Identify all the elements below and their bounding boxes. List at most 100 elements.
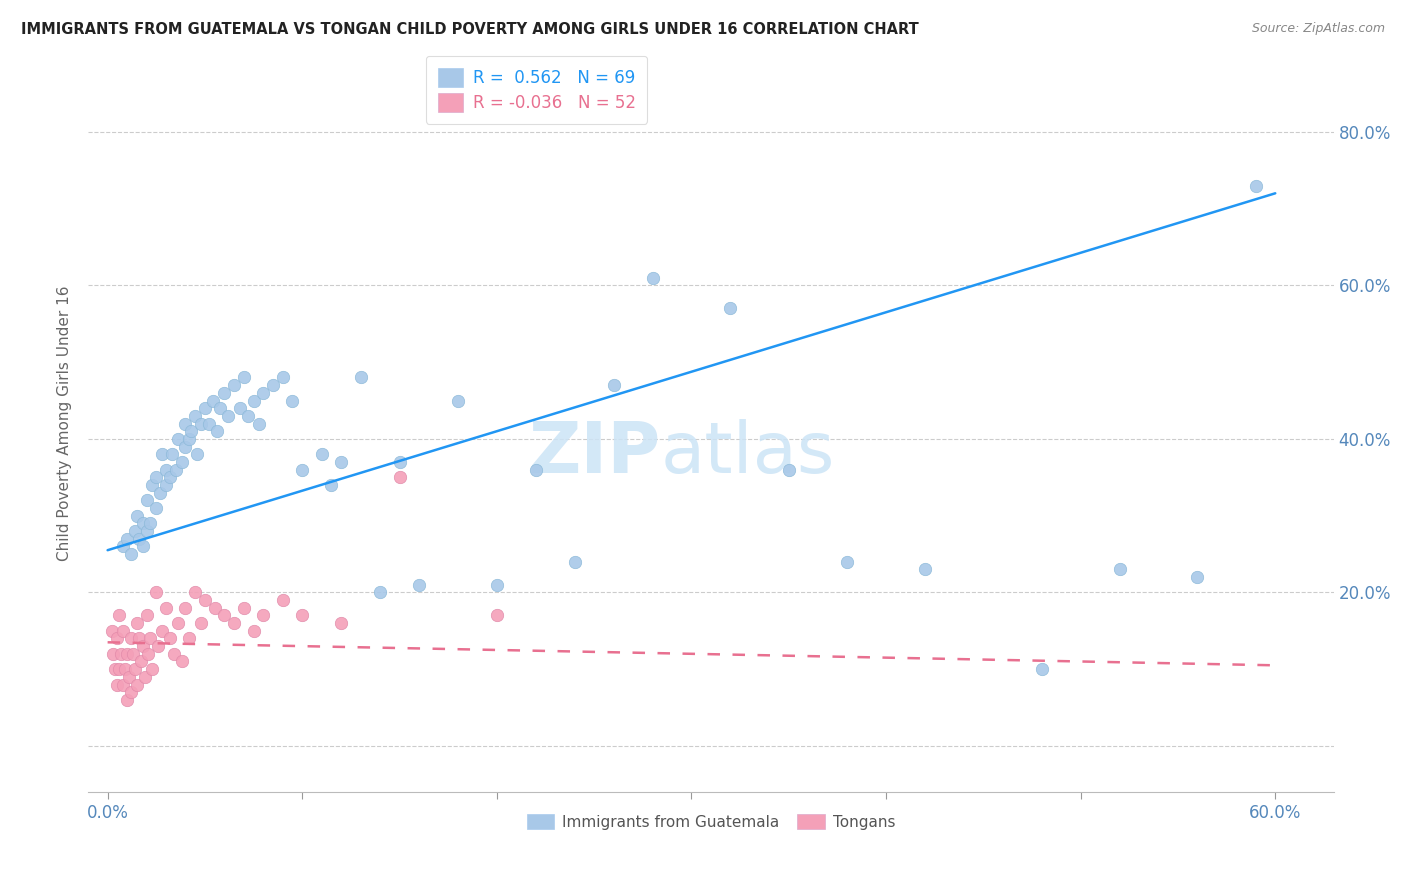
Point <box>190 616 212 631</box>
Point <box>170 655 193 669</box>
Point <box>165 462 187 476</box>
Point <box>105 632 128 646</box>
Point <box>252 608 274 623</box>
Point <box>291 608 314 623</box>
Point <box>112 540 135 554</box>
Point <box>155 478 177 492</box>
Legend: Immigrants from Guatemala, Tongans: Immigrants from Guatemala, Tongans <box>520 807 901 836</box>
Text: atlas: atlas <box>661 418 835 488</box>
Point <box>163 647 186 661</box>
Point <box>485 578 508 592</box>
Point <box>209 401 232 416</box>
Point <box>311 447 333 461</box>
Point <box>139 632 162 646</box>
Point <box>112 677 135 691</box>
Point <box>159 632 181 646</box>
Point <box>778 462 800 476</box>
Point <box>198 417 221 431</box>
Point <box>330 616 353 631</box>
Point <box>349 370 371 384</box>
Point <box>120 547 142 561</box>
Point <box>149 485 172 500</box>
Point <box>125 616 148 631</box>
Text: IMMIGRANTS FROM GUATEMALA VS TONGAN CHILD POVERTY AMONG GIRLS UNDER 16 CORRELATI: IMMIGRANTS FROM GUATEMALA VS TONGAN CHIL… <box>21 22 920 37</box>
Point <box>485 608 508 623</box>
Point <box>155 462 177 476</box>
Point <box>166 616 188 631</box>
Point <box>150 447 173 461</box>
Point <box>217 409 239 423</box>
Point <box>139 516 162 531</box>
Point <box>145 585 167 599</box>
Point <box>1244 178 1267 193</box>
Point <box>131 540 153 554</box>
Point <box>190 417 212 431</box>
Point <box>914 562 936 576</box>
Point <box>224 616 246 631</box>
Point <box>174 600 197 615</box>
Point <box>201 393 224 408</box>
Point <box>108 662 131 676</box>
Point <box>170 455 193 469</box>
Point <box>145 500 167 515</box>
Point <box>159 470 181 484</box>
Point <box>112 624 135 638</box>
Point <box>368 585 391 599</box>
Point <box>564 555 586 569</box>
Point <box>124 662 146 676</box>
Point <box>174 417 197 431</box>
Point <box>100 624 122 638</box>
Point <box>115 693 138 707</box>
Point <box>166 432 188 446</box>
Point <box>179 632 201 646</box>
Point <box>104 662 127 676</box>
Point <box>179 432 201 446</box>
Point <box>1031 662 1053 676</box>
Point <box>135 608 157 623</box>
Point <box>247 417 270 431</box>
Point <box>205 424 228 438</box>
Point <box>252 385 274 400</box>
Point <box>120 632 142 646</box>
Point <box>145 470 167 484</box>
Point <box>186 447 208 461</box>
Point <box>184 585 207 599</box>
Point <box>388 455 411 469</box>
Point <box>408 578 430 592</box>
Point <box>602 378 624 392</box>
Point <box>155 600 177 615</box>
Point <box>180 424 202 438</box>
Point <box>118 670 141 684</box>
Point <box>124 524 146 538</box>
Point <box>108 608 131 623</box>
Point <box>114 662 136 676</box>
Point <box>641 270 664 285</box>
Point <box>115 647 138 661</box>
Point <box>447 393 470 408</box>
Point <box>388 470 411 484</box>
Point <box>122 647 145 661</box>
Point <box>330 455 353 469</box>
Point <box>131 516 153 531</box>
Point <box>242 624 264 638</box>
Point <box>150 624 173 638</box>
Point <box>242 393 264 408</box>
Point <box>110 647 132 661</box>
Point <box>160 447 183 461</box>
Y-axis label: Child Poverty Among Girls Under 16: Child Poverty Among Girls Under 16 <box>58 285 72 561</box>
Point <box>135 493 157 508</box>
Point <box>134 670 156 684</box>
Text: Source: ZipAtlas.com: Source: ZipAtlas.com <box>1251 22 1385 36</box>
Point <box>291 462 314 476</box>
Point <box>148 639 170 653</box>
Point <box>229 401 252 416</box>
Point <box>262 378 284 392</box>
Point <box>204 600 226 615</box>
Point <box>141 662 163 676</box>
Point <box>214 608 236 623</box>
Point <box>138 647 160 661</box>
Point <box>1108 562 1130 576</box>
Point <box>236 409 259 423</box>
Point <box>141 478 163 492</box>
Point <box>125 508 148 523</box>
